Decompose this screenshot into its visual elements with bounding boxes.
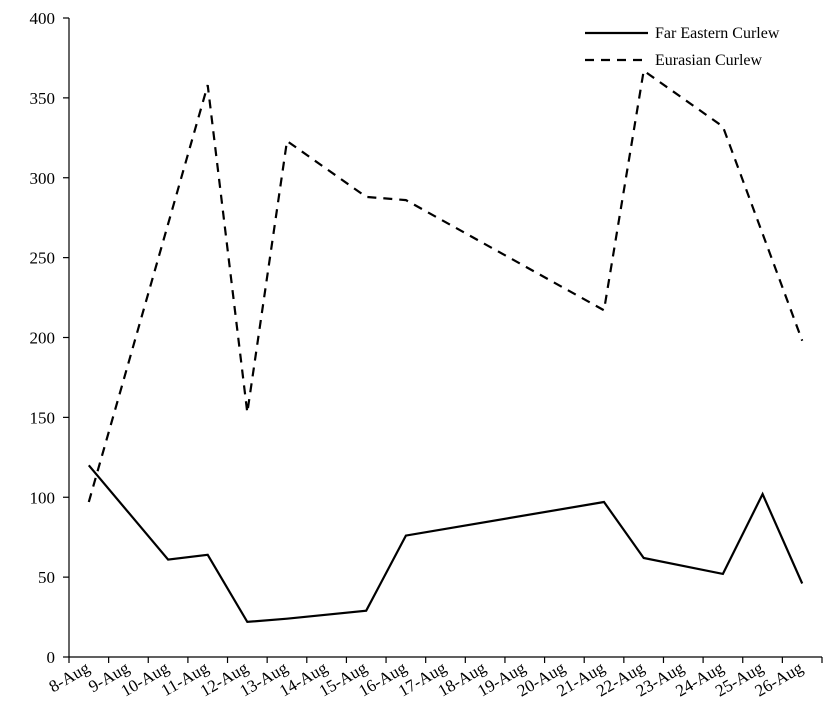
series-line-far-eastern-curlew: [87, 464, 804, 624]
y-tick-label: 200: [30, 329, 56, 348]
legend: Far Eastern Curlew Eurasian Curlew: [585, 25, 780, 69]
y-tick-label: 100: [30, 488, 56, 507]
y-tick-label: 150: [30, 408, 56, 427]
legend-label-eurasian-curlew: Eurasian Curlew: [655, 52, 763, 69]
y-tick-label: 0: [47, 648, 56, 667]
legend-label-far-eastern-curlew: Far Eastern Curlew: [655, 25, 780, 42]
series-layer: [87, 68, 804, 624]
y-tick-label: 50: [38, 568, 55, 587]
y-tick-label: 250: [30, 249, 56, 268]
series-line-eurasian-curlew: [87, 68, 804, 503]
y-tick-label: 300: [30, 169, 56, 188]
axes: 0501001502002503003504008-Aug9-Aug10-Aug…: [30, 9, 823, 700]
y-tick-label: 350: [30, 89, 56, 108]
y-tick-label: 400: [30, 9, 56, 28]
